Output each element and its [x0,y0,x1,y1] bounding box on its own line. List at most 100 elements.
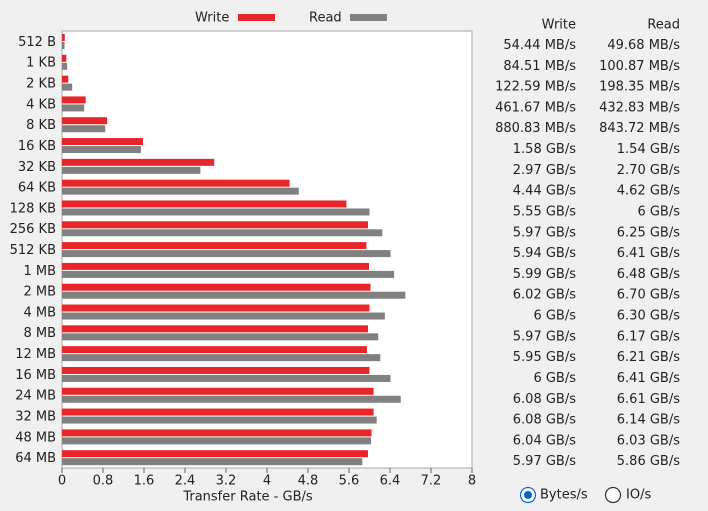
bar [62,104,85,112]
bar [62,208,370,216]
legend-swatch [238,14,275,21]
bar [62,83,73,91]
bar [62,325,368,333]
bar [62,283,371,291]
bar [62,221,368,229]
value-label: 6.08 GB/s [513,392,576,407]
y-tick-label: 128 KB [10,201,56,216]
bar [62,146,141,154]
value-label: 100.87 MB/s [599,59,680,74]
bar [62,437,372,445]
legend-swatch [350,14,387,21]
value-label: 6.25 GB/s [617,225,680,240]
x-tick-label: 4.8 [298,474,319,489]
x-axis-title: Transfer Rate - GB/s [182,490,313,505]
y-tick-label: 4 KB [26,97,56,112]
x-tick-label: 6.4 [380,474,401,489]
value-label: 6.48 GB/s [617,267,680,282]
value-label: 6.17 GB/s [617,329,680,344]
bar [62,408,374,416]
bar [62,458,363,466]
bar [62,354,381,362]
y-tick-label: 8 MB [23,326,56,341]
value-label: 54.44 MB/s [503,38,576,53]
bar [62,395,401,403]
value-label: 6.30 GB/s [617,309,680,324]
x-tick-label: 0.8 [93,474,114,489]
y-tick-label: 8 KB [26,118,56,133]
bar [62,416,377,424]
value-label: 4.62 GB/s [617,184,680,199]
bar [62,42,65,49]
x-tick-label: 7.2 [421,474,442,489]
bar [62,242,367,250]
value-label: 6.02 GB/s [513,288,576,303]
bar [62,75,69,83]
value-label: 5.94 GB/s [513,246,576,261]
bar [62,250,391,258]
bar [62,158,215,166]
bar [62,138,143,146]
value-label: 5.97 GB/s [513,329,576,344]
y-tick-label: 64 KB [18,181,56,196]
value-label: 843.72 MB/s [599,121,680,136]
value-label: 6 GB/s [533,309,576,324]
table-header: Write [542,18,576,33]
bar [62,312,385,320]
radio-label[interactable]: Bytes/s [540,488,588,503]
x-tick-label: 0 [58,474,66,489]
value-label: 461.67 MB/s [495,100,576,115]
bar [62,346,367,354]
bar [62,229,383,237]
value-label: 6.41 GB/s [617,246,680,261]
x-tick-label: 4 [263,474,271,489]
bar [62,374,391,382]
bar [62,304,370,312]
legend-label: Write [195,11,229,26]
value-label: 6.08 GB/s [513,413,576,428]
y-tick-label: 2 MB [23,285,56,300]
value-label: 6.41 GB/s [617,371,680,386]
x-tick-label: 2.4 [175,474,196,489]
value-label: 5.99 GB/s [513,267,576,282]
value-label: 1.58 GB/s [513,142,576,157]
x-tick-label: 5.6 [339,474,360,489]
value-label: 49.68 MB/s [607,38,680,53]
bar [62,117,108,125]
bar [62,270,395,278]
y-tick-label: 512 KB [10,243,56,258]
y-tick-label: 64 MB [15,451,56,466]
value-label: 4.44 GB/s [513,184,576,199]
bar [62,179,290,187]
value-label: 5.97 GB/s [513,454,576,469]
radio-label[interactable]: IO/s [626,488,651,503]
y-tick-label: 256 KB [10,222,56,237]
y-tick-label: 16 KB [18,139,56,154]
value-label: 1.54 GB/s [617,142,680,157]
value-label: 6.61 GB/s [617,392,680,407]
y-tick-label: 24 MB [15,389,56,404]
y-tick-label: 1 MB [23,264,56,279]
value-label: 5.55 GB/s [513,204,576,219]
value-label: 6.04 GB/s [513,433,576,448]
x-tick-label: 1.6 [134,474,155,489]
value-label: 198.35 MB/s [599,80,680,95]
x-tick-label: 8 [468,474,476,489]
bar [62,62,68,70]
y-tick-label: 512 B [18,35,56,50]
value-label: 6 GB/s [637,204,680,219]
value-label: 6.03 GB/s [617,433,680,448]
bar [62,333,379,341]
y-tick-label: 48 MB [15,430,56,445]
value-label: 6.14 GB/s [617,413,680,428]
bar [62,291,406,299]
y-tick-label: 32 KB [18,160,56,175]
radio-button[interactable] [604,486,622,504]
bar [62,125,106,133]
value-label: 2.70 GB/s [617,163,680,178]
value-label: 432.83 MB/s [599,100,680,115]
bar [62,187,299,195]
bar [62,166,201,174]
value-label: 5.95 GB/s [513,350,576,365]
